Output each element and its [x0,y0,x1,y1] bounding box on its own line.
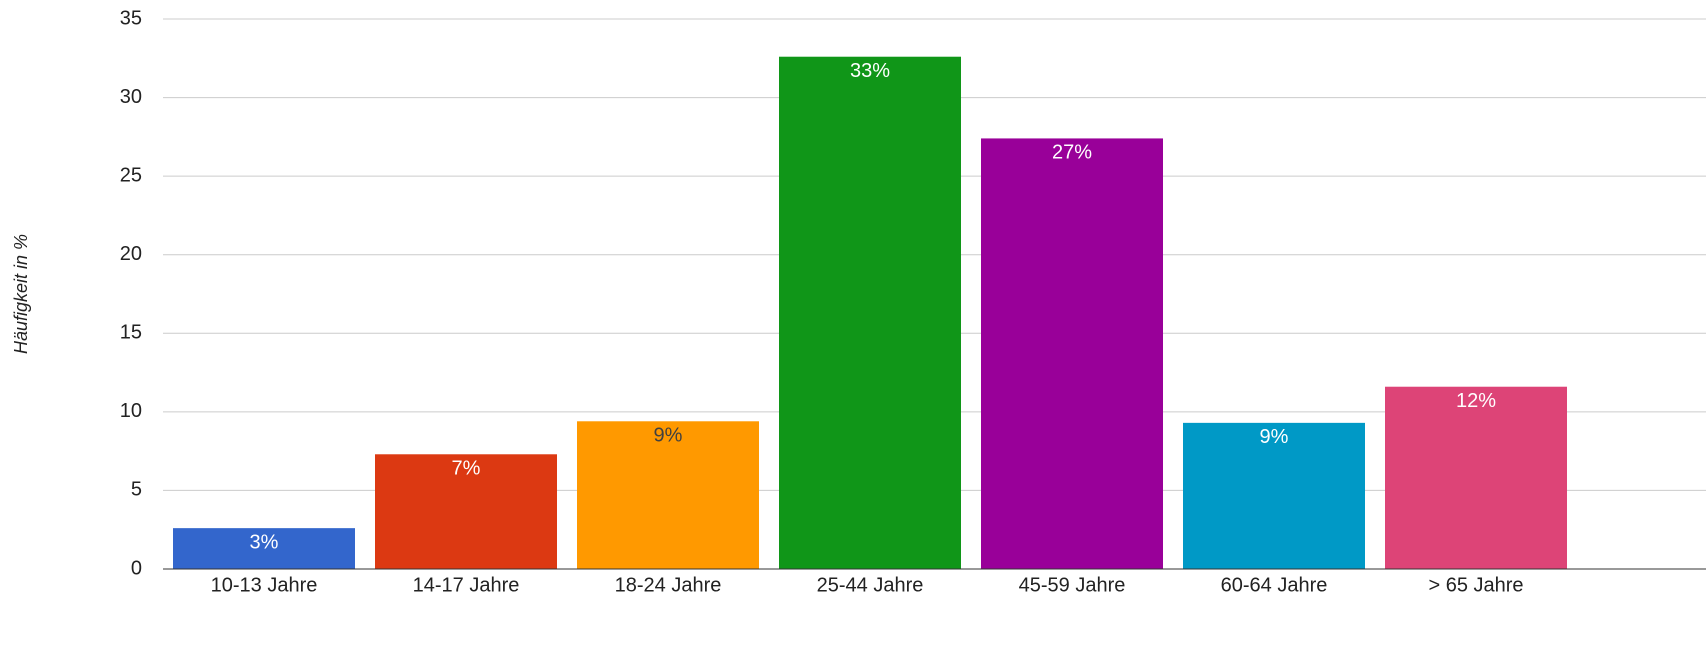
value-label: 3% [250,531,279,553]
value-label: 7% [452,458,481,480]
value-label: 9% [654,425,683,447]
y-tick-label: 5 [131,479,142,501]
y-tick-label: 10 [120,400,142,422]
x-tick-label: 60-64 Jahre [1221,574,1328,596]
y-tick-label: 0 [131,557,142,579]
bar [981,138,1163,569]
y-tick-label: 20 [120,243,142,265]
x-tick-label: 18-24 Jahre [615,574,722,596]
bar [1183,422,1365,569]
bar [779,56,961,569]
y-axis-title: Häufigkeit in % [11,234,31,354]
x-tick-label: 25-44 Jahre [817,574,924,596]
y-tick-label: 25 [120,164,142,186]
y-tick-label: 30 [120,86,142,108]
x-tick-label: 10-13 Jahre [211,574,318,596]
x-tick-label: 14-17 Jahre [413,574,520,596]
y-tick-label: 35 [120,7,142,29]
x-tick-label: 45-59 Jahre [1019,574,1126,596]
x-tick-label: > 65 Jahre [1428,574,1523,596]
bar [173,528,355,569]
value-label: 27% [1052,142,1092,164]
value-label: 9% [1260,426,1289,448]
y-tick-label: 15 [120,322,142,344]
bar [375,454,557,569]
bar [1385,386,1567,569]
value-label: 12% [1456,390,1496,412]
bar [577,421,759,569]
value-label: 33% [850,60,890,82]
